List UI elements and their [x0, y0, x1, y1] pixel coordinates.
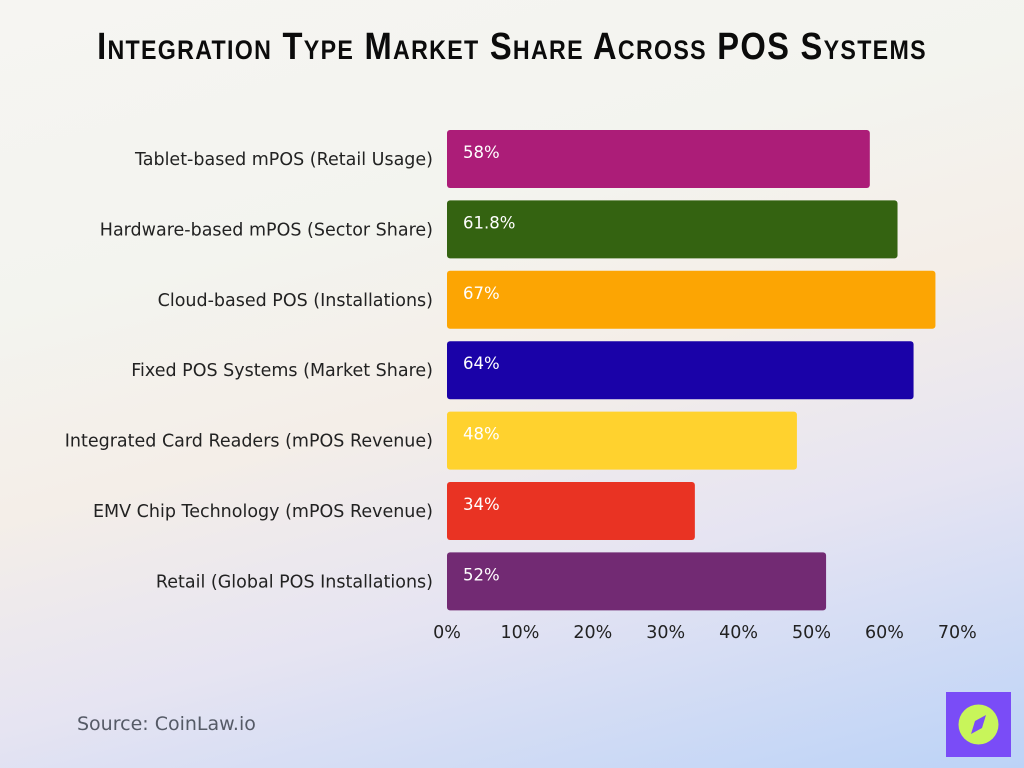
bar — [447, 411, 797, 470]
bar — [447, 270, 936, 329]
data-label: 67% — [463, 284, 500, 303]
x-tick-label: 50% — [792, 623, 831, 643]
x-tick-label: 70% — [938, 623, 977, 643]
chart-title: Integration Type Market Share Across POS… — [97, 26, 927, 68]
bar — [447, 341, 914, 400]
compass-icon — [958, 704, 999, 745]
category-label: Retail (Global POS Installations) — [156, 572, 433, 592]
data-label: 64% — [463, 354, 500, 373]
x-tick-label: 20% — [573, 623, 612, 643]
x-tick-label: 10% — [500, 623, 539, 643]
data-label: 52% — [463, 565, 500, 584]
category-label: Tablet-based mPOS (Retail Usage) — [134, 150, 433, 170]
logo — [946, 692, 1011, 757]
bar — [447, 130, 870, 188]
bar — [447, 482, 695, 540]
x-tick-label: 40% — [719, 623, 758, 643]
data-label: 48% — [463, 425, 500, 444]
data-label: 58% — [463, 143, 500, 162]
category-label: EMV Chip Technology (mPOS Revenue) — [93, 502, 433, 522]
bar — [447, 200, 898, 259]
source-note: Source: CoinLaw.io — [77, 713, 256, 735]
category-label: Cloud-based POS (Installations) — [158, 291, 433, 311]
x-tick-label: 30% — [646, 623, 685, 643]
data-label: 34% — [463, 495, 500, 514]
x-tick-label: 0% — [433, 623, 461, 643]
category-label: Hardware-based mPOS (Sector Share) — [100, 220, 433, 240]
data-label: 61.8% — [463, 213, 515, 232]
bar — [447, 552, 827, 611]
category-label: Integrated Card Readers (mPOS Revenue) — [65, 432, 433, 452]
x-tick-label: 60% — [865, 623, 904, 643]
category-label: Fixed POS Systems (Market Share) — [131, 361, 433, 381]
